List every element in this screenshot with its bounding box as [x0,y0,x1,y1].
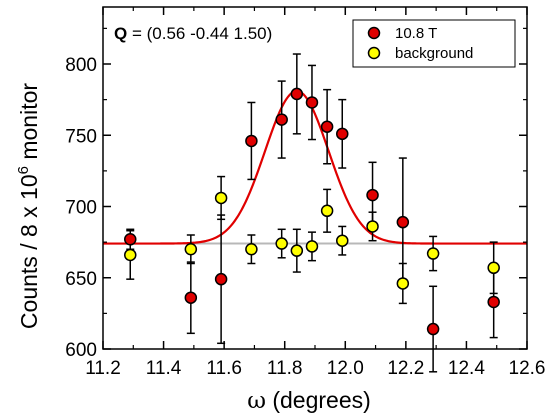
legend-marker-10-8-t [367,26,381,40]
axis-ticks: 11.2 11.4 11.6 11.8 12.0 12.2 12.4 12.6 600 650 70… [65,7,545,379]
error-bars [126,53,498,373]
x-tick-label: 12.0 [327,358,364,379]
legend-label-10-8-t: 10.8 T [395,25,437,42]
y-axis-label-suffix: monitor [16,83,42,166]
gaussian-fit-curve [103,89,527,245]
legend-marker-background [367,46,381,60]
data-point-background [396,277,410,290]
x-axis-title: ω (degrees) [247,387,371,414]
data-point-10-8-t [396,215,410,229]
data-point-10-8-t [245,134,258,148]
data-point-background [124,248,137,262]
data-point-10-8-t [305,96,319,109]
data-points [124,87,500,336]
data-point-10-8-t [320,120,334,133]
y-axis-title: Counts / 8 x 106 monitor [15,83,42,329]
y-tick-label: 700 [65,198,97,219]
x-tick-label: 11.8 [267,358,303,379]
data-point-background [426,247,440,260]
x-tick-label: 11.2 [85,358,121,379]
fit-curve [103,89,527,245]
data-point-10-8-t [366,188,379,202]
q-value: = (0.56 -0.44 1.50) [127,24,272,43]
legend-label-background: background [395,45,473,62]
data-point-background [305,240,319,253]
data-point-10-8-t [275,113,288,126]
data-point-10-8-t [487,295,500,309]
data-point-background [487,261,500,275]
data-point-background [320,204,334,218]
y-axis-label-exponent: 6 [15,166,32,174]
x-tick-label: 12.4 [448,358,485,379]
x-tick-label: 12.2 [387,358,424,379]
legend-box [352,19,516,68]
data-point-10-8-t [184,291,198,304]
data-point-10-8-t [124,233,137,246]
data-point-background [245,243,258,256]
y-axis-label-prefix: Counts / 8 x 10 [16,174,42,329]
data-point-background [366,220,379,233]
data-point-10-8-t [290,87,304,101]
omega-symbol: ω [247,388,266,414]
data-point-background [184,243,198,256]
data-point-background [275,237,288,250]
data-point-10-8-t [214,272,228,286]
data-point-10-8-t [426,322,440,336]
data-point-background [214,191,228,205]
y-tick-label: 600 [65,340,97,361]
legend: 10.8 T background [352,19,516,68]
x-tick-label: 12.6 [509,358,546,379]
x-tick-label: 11.4 [146,358,182,379]
q-vector-annotation: Q = (0.56 -0.44 1.50) [114,24,272,43]
y-tick-label: 750 [65,126,97,147]
y-tick-label: 650 [65,269,97,290]
q-symbol: Q [114,24,127,43]
data-point-background [336,234,349,247]
x-tick-label: 11.6 [206,358,242,379]
x-axis-label-text: (degrees) [266,387,371,413]
data-point-10-8-t [336,127,349,141]
y-tick-label: 800 [65,55,97,76]
data-point-background [290,244,304,257]
